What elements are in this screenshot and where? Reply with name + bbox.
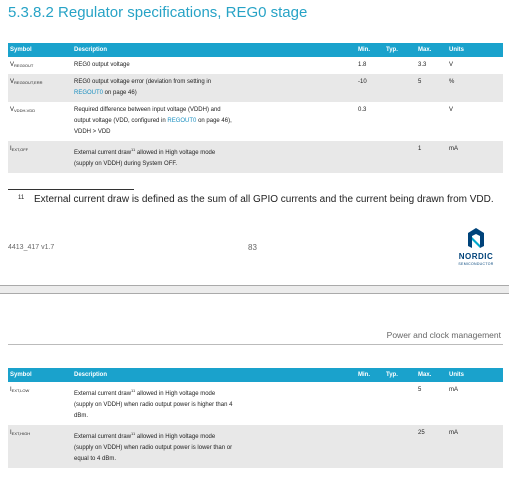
table-header-row: Symbol Description Min. Typ. Max. Units	[8, 43, 503, 57]
table-header-row: Symbol Description Min. Typ. Max. Units	[8, 368, 503, 382]
max-cell: 25	[416, 425, 447, 468]
col-symbol: Symbol	[8, 43, 72, 57]
min-cell: 1.8	[358, 62, 367, 68]
col-typ: Typ.	[384, 43, 416, 57]
symbol-cell: VREG0OUT,ERR	[8, 74, 72, 102]
footnote-text: External current draw is defined as the …	[34, 194, 494, 205]
typ-cell	[384, 74, 416, 102]
units-cell: mA	[447, 425, 503, 468]
regout0-link[interactable]: REGOUT0	[74, 90, 104, 96]
col-description: Description	[72, 368, 356, 382]
typ-cell	[384, 57, 416, 74]
typ-cell	[384, 425, 416, 468]
footnote-ref[interactable]: 11	[131, 388, 136, 393]
units-cell: mA	[449, 387, 458, 393]
col-max: Max.	[416, 368, 447, 382]
units-cell: mA	[447, 141, 503, 173]
description-cell: External current draw11 allowed in High …	[74, 388, 233, 419]
units-cell: V	[449, 107, 454, 113]
footnote: 11 External current draw is defined as t…	[18, 193, 500, 207]
description-cell: External current draw11 allowed in High …	[72, 141, 356, 173]
min-cell	[356, 425, 384, 468]
max-cell	[416, 102, 447, 141]
table-row: VVDDH-VDD Required difference between in…	[8, 102, 503, 141]
min-cell: 0.3	[358, 107, 367, 113]
description-cell: REG0 output voltage	[74, 62, 130, 68]
symbol-cell: IEXT,OFF	[8, 141, 72, 173]
logo-wordmark: NORDIC	[458, 252, 494, 261]
min-cell	[356, 382, 384, 425]
running-header: Power and clock management	[386, 330, 501, 340]
table-row: VREG0OUT,ERR REG0 output voltage error (…	[8, 74, 503, 102]
description-cell: Required difference between input voltag…	[74, 107, 232, 135]
symbol-cell: VREG0OUT	[10, 62, 34, 68]
table-row: IEXT,LOW External current draw11 allowed…	[8, 382, 503, 425]
table-row: IEXT,OFF External current draw11 allowed…	[8, 141, 503, 173]
section-title: 5.3.8.2 Regulator specifications, REG0 s…	[8, 4, 308, 21]
footnote-divider	[8, 189, 134, 190]
spec-table-reg0: Symbol Description Min. Typ. Max. Units …	[8, 43, 503, 173]
logo-subtext: SEMICONDUCTOR	[458, 262, 494, 266]
col-units: Units	[447, 368, 503, 382]
col-typ: Typ.	[384, 368, 416, 382]
regout0-link[interactable]: REGOUT0	[167, 118, 197, 124]
max-cell: 5	[416, 74, 447, 102]
col-min: Min.	[356, 43, 384, 57]
typ-cell	[384, 102, 416, 141]
min-cell	[356, 141, 384, 173]
description-cell: External current draw11 allowed in High …	[72, 425, 356, 468]
footnote-ref[interactable]: 11	[131, 147, 136, 152]
symbol-cell: IEXT,HIGH	[8, 425, 72, 468]
table-row: IEXT,HIGH External current draw11 allowe…	[8, 425, 503, 468]
col-max: Max.	[416, 43, 447, 57]
typ-cell	[384, 382, 416, 425]
col-symbol: Symbol	[8, 368, 72, 382]
col-min: Min.	[356, 368, 384, 382]
header-divider	[8, 344, 503, 345]
units-cell: %	[447, 74, 503, 102]
document-id: 4413_417 v1.7	[8, 244, 55, 251]
spec-table-continued: Symbol Description Min. Typ. Max. Units …	[8, 368, 503, 468]
page-number: 83	[248, 243, 257, 252]
max-cell: 3.3	[418, 62, 427, 68]
symbol-cell: IEXT,LOW	[10, 387, 30, 393]
units-cell: V	[449, 62, 454, 68]
max-cell: 1	[416, 141, 447, 173]
col-description: Description	[72, 43, 356, 57]
page-break	[0, 285, 509, 294]
typ-cell	[384, 141, 416, 173]
nordic-logo-icon	[468, 228, 484, 248]
min-cell: -10	[356, 74, 384, 102]
col-units: Units	[447, 43, 503, 57]
footnote-ref[interactable]: 11	[131, 431, 136, 436]
description-cell: REG0 output voltage error (deviation fro…	[72, 74, 356, 102]
table-row: VREG0OUT REG0 output voltage 1.8 3.3 V	[8, 57, 503, 74]
symbol-cell: VVDDH-VDD	[10, 107, 36, 113]
footnote-number: 11	[18, 195, 25, 201]
max-cell: 5	[418, 387, 422, 393]
